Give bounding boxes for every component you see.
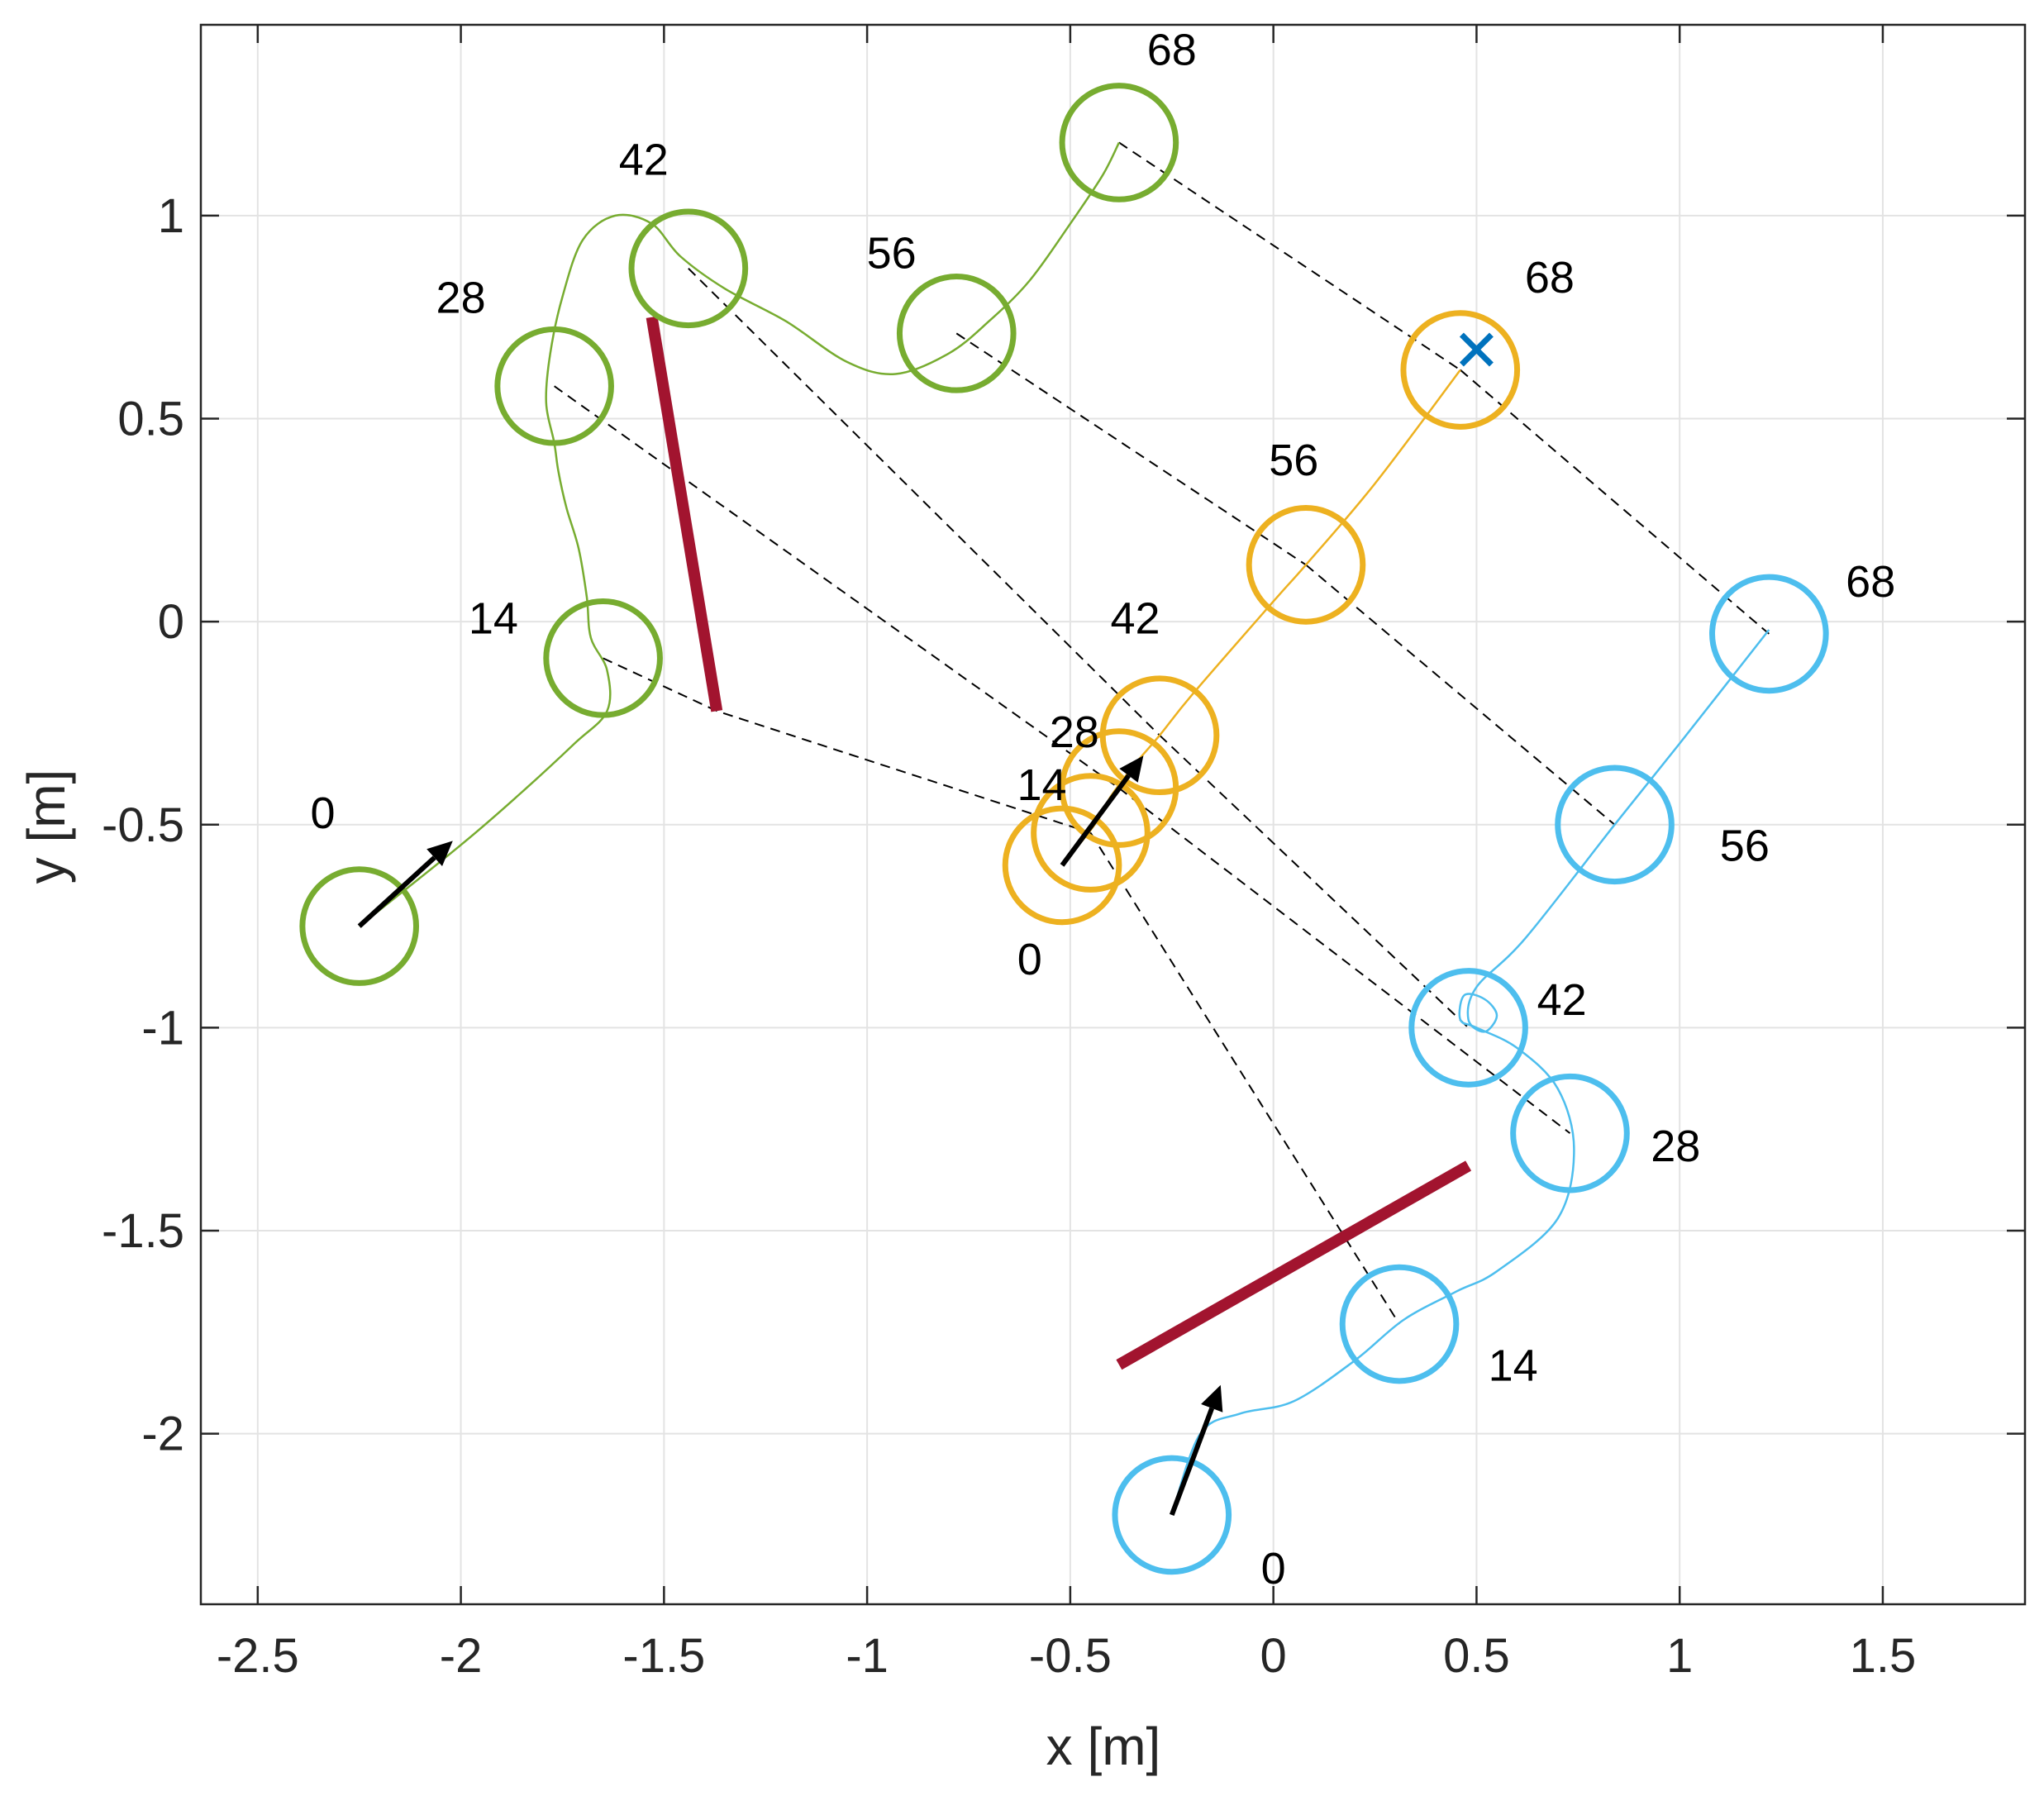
y-tick-label: 1	[158, 189, 184, 243]
green-robot-pose-circle	[1059, 83, 1179, 202]
blue-start-heading-arrowhead	[1201, 1384, 1223, 1413]
obstacle-wall	[646, 316, 723, 712]
y-tick-label: 0.5	[117, 393, 184, 446]
robot-poses	[299, 83, 1829, 1575]
blue-robot-pose-circle	[1112, 1455, 1232, 1575]
pose-step-label: 56	[867, 228, 917, 278]
pose-step-label: 42	[1110, 593, 1160, 643]
x-tick-label: -1	[846, 1629, 889, 1683]
y-tick-label: -2	[141, 1408, 184, 1461]
orange-robot-pose-circle	[1031, 773, 1151, 893]
dashed-link	[1118, 141, 1461, 371]
dashed-link	[1118, 787, 1571, 1134]
pose-step-label: 42	[1537, 975, 1587, 1025]
goal	[1459, 332, 1494, 367]
goal-marker-stroke	[1459, 332, 1494, 367]
blue-robot-pose-circle	[1339, 1264, 1460, 1384]
green-robot-pose-circle	[543, 598, 663, 718]
dashed-link	[1305, 564, 1616, 826]
pose-step-label: 56	[1269, 436, 1318, 485]
blue-robot-pose-circle	[1510, 1073, 1630, 1193]
green-robot-pose-circle	[299, 866, 420, 986]
blue-robot-path	[1170, 629, 1770, 1516]
pose-step-label: 56	[1720, 822, 1770, 871]
y-tick-label: 0	[158, 595, 184, 649]
x-tick-label: -2.5	[217, 1629, 299, 1683]
orange-robot-pose-circle	[1002, 805, 1122, 926]
plot-frame	[199, 23, 2027, 1606]
blue-robot-pose-circle	[1555, 765, 1675, 885]
orange-start-heading-arrowhead	[1119, 755, 1144, 783]
y-tick-label: -1.5	[102, 1204, 184, 1258]
x-tick-label: -2	[440, 1629, 483, 1683]
orange-robot-pose-circle	[1246, 505, 1366, 625]
dashed-link	[1460, 369, 1770, 635]
blue-start-heading-arrow	[1169, 1407, 1215, 1516]
pose-step-label: 68	[1525, 253, 1575, 303]
start-arrows	[357, 755, 1223, 1516]
x-tick-label: 0	[1260, 1629, 1287, 1683]
green-robot-pose-circle	[896, 274, 1017, 393]
pose-step-label: 68	[1846, 557, 1895, 607]
green-start-heading-arrowhead	[426, 841, 453, 866]
x-tick-label: 0.5	[1443, 1629, 1510, 1683]
x-tick-label: 1	[1666, 1629, 1693, 1683]
pose-step-label: 28	[436, 273, 486, 322]
correspondence-links	[554, 141, 1770, 1325]
pose-step-label: 14	[469, 593, 518, 643]
dashed-link	[1089, 832, 1400, 1325]
pose-step-label: 0	[1261, 1544, 1286, 1594]
pose-step-label: 42	[619, 135, 669, 184]
orange-robot-pose-circle	[1400, 310, 1521, 430]
axis-ticks: -2.5 -2 -1.5 -1 -0.5 0 0.5 1 1.5 -2 -1.5 -1 -0.5 0 0.5…	[102, 25, 2025, 1683]
green-robot-pose-circle	[494, 326, 614, 446]
y-tick-label: -1	[141, 1001, 184, 1055]
blue-robot-pose-circle	[1408, 968, 1528, 1088]
blue-robot-pose-circle	[1709, 574, 1829, 694]
x-tick-label: -0.5	[1029, 1629, 1112, 1683]
orange-start-heading-arrow	[1060, 774, 1131, 867]
obstacles	[646, 316, 1472, 1370]
pose-step-label: 0	[1017, 935, 1042, 984]
pose-step-label: 68	[1147, 26, 1197, 75]
dashed-link	[688, 268, 1160, 736]
dashed-link	[955, 332, 1307, 566]
pose-step-label: 14	[1489, 1341, 1538, 1390]
dashed-link	[1159, 734, 1470, 1029]
y-tick-label: -0.5	[102, 798, 184, 852]
pose-step-label: 28	[1050, 707, 1099, 757]
grid	[201, 25, 2025, 1604]
x-tick-label: -1.5	[622, 1629, 705, 1683]
obstacle-wall	[1116, 1160, 1472, 1370]
pose-step-label: 28	[1651, 1122, 1700, 1171]
y-axis-label: y [m]	[17, 769, 76, 884]
pose-step-label: 0	[310, 788, 335, 838]
pose-step-label: 14	[1017, 760, 1066, 810]
orange-robot-pose-circle	[1099, 675, 1220, 796]
green-start-heading-arrow	[357, 855, 436, 928]
x-tick-label: 1.5	[1850, 1629, 1917, 1683]
x-axis-label: x [m]	[1046, 1717, 1161, 1776]
green-robot-path	[358, 141, 1121, 927]
plot-area-background	[201, 25, 2025, 1604]
green-robot-pose-circle	[628, 208, 749, 329]
